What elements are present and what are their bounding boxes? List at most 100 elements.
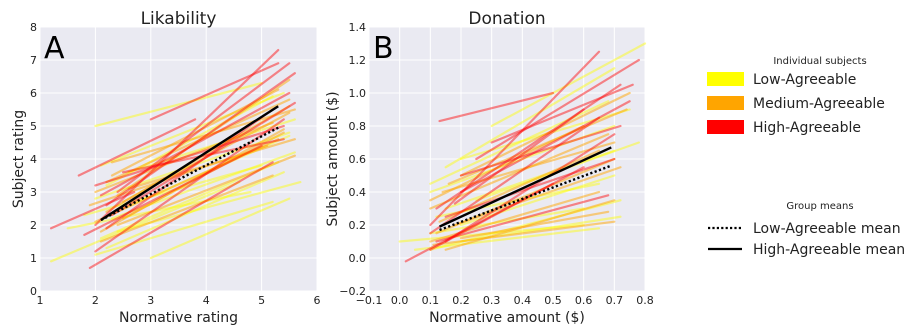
likability-x-tick-label: 6 <box>314 294 321 307</box>
donation-subject-line-medium <box>459 91 631 177</box>
likability-y-tick-label: 7 <box>30 54 37 67</box>
donation-y-tick-label: 0.6 <box>349 153 367 166</box>
donation-subject-line-medium <box>429 190 601 243</box>
donation-subject-line-low <box>490 42 647 128</box>
likability-x-axis-label: Normative rating <box>119 310 238 326</box>
legend-label-medium: Medium-Agreeable <box>753 96 885 112</box>
donation-subject-line-low <box>444 67 616 169</box>
donation-chart: −0.1 0.0 0.1 0.2 0.3 0.4 0.5 0.6 0.7 0.8 −0.2 0.0 0.… <box>325 9 654 326</box>
donation-x-tick-label: 0.1 <box>422 294 440 307</box>
legend-label-low: Low-Agreeable <box>753 72 856 88</box>
donation-y-tick-label: 0.8 <box>349 120 367 133</box>
legend-swatch-low <box>707 72 744 86</box>
likability-subject-line-low <box>49 181 241 263</box>
donation-subject-line-high <box>429 166 585 251</box>
donation-subject-line-high <box>429 50 601 227</box>
legend-swatch-medium <box>707 96 744 110</box>
likability-subject-line-medium <box>110 108 296 164</box>
likability-y-tick-label: 4 <box>30 153 37 166</box>
likability-subject-line-low <box>149 197 291 260</box>
donation-subject-line-high <box>404 182 555 263</box>
likability-subject-line-high <box>121 138 285 174</box>
donation-subject-line-high <box>444 133 616 243</box>
likability-y-tick-label: 0 <box>30 285 37 298</box>
donation-y-tick-label: 0.4 <box>349 186 367 199</box>
likability-subject-line-high <box>77 118 197 177</box>
donation-subject-line-medium <box>447 108 628 185</box>
likability-title: Likability <box>141 9 217 29</box>
donation-subject-line-low <box>459 174 616 227</box>
legend-means-title: Group means <box>786 201 853 212</box>
donation-subject-line-high <box>435 194 610 243</box>
likability-subject-line-high <box>105 72 296 207</box>
donation-x-tick-label: 0.7 <box>606 294 624 307</box>
legend-swatch-high <box>707 120 744 134</box>
donation-y-tick-label: 1.0 <box>349 87 367 100</box>
donation-subject-line-low <box>413 227 601 251</box>
donation-y-tick-label: 1.2 <box>349 54 367 67</box>
likability-subject-line-medium <box>94 121 274 194</box>
donation-subject-line-high <box>490 83 634 144</box>
donation-subject-line-high <box>453 108 585 205</box>
donation-subject-line-medium <box>459 210 610 240</box>
likability-x-tick-label: 3 <box>147 294 154 307</box>
likability-subject-line-high <box>149 62 280 121</box>
likability-y-tick-label: 1 <box>30 252 37 265</box>
likability-subject-line-low <box>94 81 263 128</box>
likability-subject-line-high <box>94 124 285 187</box>
likability-subject-line-medium <box>110 88 280 177</box>
donation-y-tick-label: 0.2 <box>349 219 367 232</box>
likability-y-tick-label: 5 <box>30 120 37 133</box>
panel-label-b: B <box>373 31 394 66</box>
donation-subject-line-medium <box>438 149 601 223</box>
donation-x-tick-label: 0.5 <box>544 294 562 307</box>
likability-subject-line-high <box>94 48 280 227</box>
likability-subject-line-medium <box>127 138 296 190</box>
likability-subject-line-medium <box>121 131 285 220</box>
donation-subject-line-low <box>429 100 610 185</box>
donation-subject-line-high <box>438 91 555 123</box>
legend-group-means: Group means Low-Agreeable mean High-Agre… <box>708 201 905 258</box>
likability-y-tick-label: 2 <box>30 219 37 232</box>
donation-x-tick-label: 0.6 <box>575 294 593 307</box>
likability-y-tick-label: 8 <box>30 21 37 34</box>
likability-subject-line-high <box>105 108 274 230</box>
donation-subject-line-high <box>459 124 622 177</box>
donation-x-tick-label: 0.2 <box>452 294 470 307</box>
likability-subject-line-high <box>83 144 263 236</box>
likability-subject-line-low <box>94 200 274 256</box>
likability-subject-line-low <box>105 171 285 250</box>
panel-label-a: A <box>44 31 65 66</box>
likability-x-tick-label: 4 <box>203 294 210 307</box>
donation-y-tick-label: 1.4 <box>349 21 367 34</box>
likability-subject-line-medium <box>116 154 296 227</box>
legend-individual-subjects: Individual subjects Low-Agreeable Medium… <box>707 56 885 136</box>
likability-y-tick-label: 3 <box>30 186 37 199</box>
donation-x-tick-label: 0.3 <box>483 294 501 307</box>
donation-high-agreeable-mean-line <box>439 146 612 228</box>
donation-subject-line-medium <box>453 166 622 227</box>
donation-subject-line-medium <box>441 141 616 194</box>
donation-x-tick-label: 0.8 <box>636 294 654 307</box>
donation-low-agreeable-mean-line <box>439 164 612 232</box>
likability-high-agreeable-mean-line <box>100 105 279 222</box>
likability-subject-line-low <box>66 190 252 230</box>
donation-y-axis-label: Subject amount ($) <box>325 91 341 226</box>
donation-subject-line-low <box>429 124 616 194</box>
legend-label-high: High-Agreeable <box>753 120 861 136</box>
likability-x-tick-label: 2 <box>92 294 99 307</box>
donation-y-tick-label: −0.2 <box>339 285 366 298</box>
likability-x-tick-label: 5 <box>258 294 265 307</box>
donation-x-tick-label: −0.1 <box>356 294 383 307</box>
donation-subject-line-medium <box>432 220 616 246</box>
legend-label-low-mean: Low-Agreeable mean <box>753 221 901 237</box>
donation-subject-line-high <box>459 100 631 194</box>
likability-subject-line-high <box>99 91 291 197</box>
donation-x-tick-label: 0.4 <box>514 294 532 307</box>
donation-subject-line-high <box>429 116 601 235</box>
likability-y-axis-label: Subject rating <box>11 110 27 208</box>
likability-y-tick-label: 6 <box>30 87 37 100</box>
donation-subject-line-medium <box>429 133 610 210</box>
